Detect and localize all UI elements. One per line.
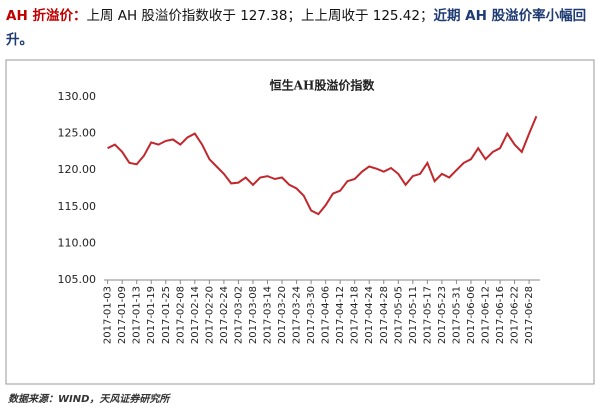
chart-title: 恒生AH股溢价指数	[270, 78, 376, 93]
source-note: 数据来源：WIND，天风证券研究所	[8, 394, 170, 405]
x-tick-label: 2017-01-19	[146, 286, 157, 344]
y-tick-label: 130.00	[58, 90, 97, 103]
x-tick-label: 2017-03-14	[263, 286, 274, 344]
x-tick-label: 2017-02-20	[204, 286, 215, 344]
x-tick-label: 2017-05-31	[451, 286, 462, 344]
y-tick-label: 115.00	[58, 200, 97, 213]
x-tick-label: 2017-01-25	[161, 286, 172, 344]
chart-frame	[5, 59, 595, 385]
y-tick-label: 105.00	[58, 273, 97, 286]
x-tick-label: 2017-01-13	[132, 286, 143, 344]
header-text: 上周 AH 股溢价指数收于 127.38；上上周收于 125.42；	[86, 8, 434, 24]
x-tick-label: 2017-02-08	[175, 286, 186, 344]
x-tick-label: 2017-05-11	[408, 286, 419, 344]
x-tick-label: 2017-03-24	[292, 286, 303, 344]
header-conclusion: 近期 AH 股溢价率小幅回升。	[6, 8, 587, 48]
x-tick-label: 2017-01-03	[103, 286, 114, 344]
x-tick-label: 2017-03-20	[277, 286, 288, 344]
x-tick-label: 2017-04-06	[321, 286, 332, 344]
series-line	[107, 115, 538, 216]
x-tick-label: 2017-04-18	[350, 286, 361, 344]
x-tick-label: 2017-04-24	[364, 286, 375, 344]
x-tick-label: 2017-02-14	[190, 286, 201, 344]
x-tick-label: 2017-03-08	[248, 286, 259, 344]
x-tick-label: 2017-04-12	[335, 286, 346, 344]
y-tick-label: 125.00	[58, 127, 97, 140]
header: AH 折溢价：上周 AH 股溢价指数收于 127.38；上上周收于 125.42…	[6, 4, 594, 52]
y-tick-label: 110.00	[58, 236, 97, 249]
x-tick-label: 2017-02-24	[219, 286, 230, 344]
x-tick-label: 2017-06-28	[524, 286, 535, 344]
x-tick-label: 2017-05-05	[393, 286, 404, 344]
x-tick-label: 2017-06-06	[466, 286, 477, 344]
x-tick-label: 2017-04-28	[379, 286, 390, 344]
y-tick-label: 120.00	[58, 163, 97, 176]
x-tick-label: 2017-06-22	[510, 286, 521, 344]
x-tick-label: 2017-03-30	[306, 286, 317, 344]
x-tick-label: 2017-06-12	[481, 286, 492, 344]
x-tick-label: 2017-01-09	[117, 286, 128, 344]
x-tick-label: 2017-05-23	[437, 286, 448, 344]
x-tick-label: 2017-05-17	[422, 286, 433, 344]
x-tick-label: 2017-03-02	[233, 286, 244, 344]
header-label: AH 折溢价：	[6, 8, 87, 24]
x-tick-label: 2017-06-16	[495, 286, 506, 344]
